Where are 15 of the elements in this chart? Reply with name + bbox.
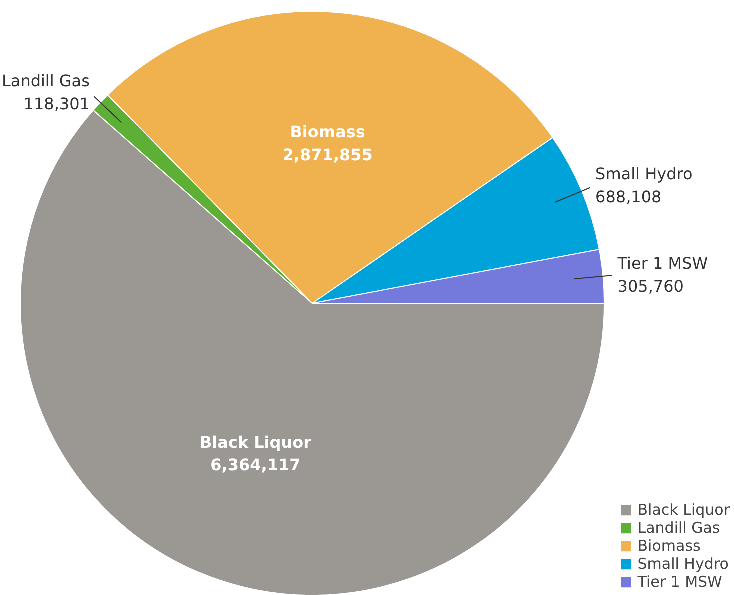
data-label: 688,108 bbox=[596, 188, 662, 207]
legend-label: Landill Gas bbox=[638, 519, 720, 537]
legend-label: Biomass bbox=[638, 537, 701, 555]
data-label: 118,301 bbox=[24, 94, 90, 114]
legend-label: Black Liquor bbox=[638, 501, 730, 519]
legend-label: Small Hydro bbox=[638, 555, 729, 573]
data-label: 2,871,855 bbox=[282, 146, 373, 165]
data-label: 305,760 bbox=[618, 276, 684, 296]
slice-label: Black Liquor bbox=[200, 432, 312, 452]
slice-label: Biomass bbox=[290, 122, 366, 142]
legend-label: Tier 1 MSW bbox=[638, 573, 722, 591]
data-label: 6,364,117 bbox=[210, 456, 301, 475]
slice-label: Small Hydro bbox=[596, 164, 693, 184]
slice-label: Tier 1 MSW bbox=[616, 254, 708, 274]
slice-label: Landill Gas bbox=[2, 72, 90, 91]
